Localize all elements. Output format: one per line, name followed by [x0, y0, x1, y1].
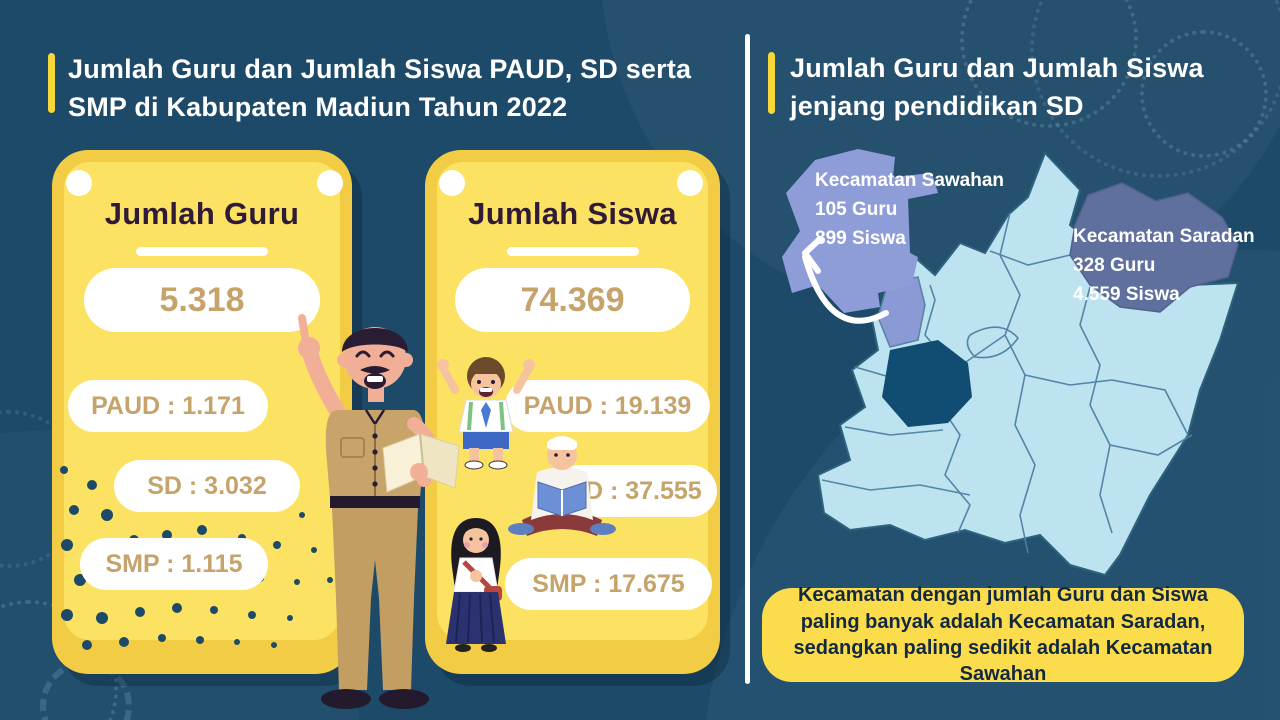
siswa-card: Jumlah Siswa 74.369 PAUD : 19.139 SD : 3… [425, 150, 720, 674]
card-hole [439, 170, 465, 196]
siswa-smp-pill: SMP : 17.675 [505, 558, 712, 610]
guru-paud-pill: PAUD : 1.171 [68, 380, 268, 432]
guru-card: Jumlah Guru 5.318 PAUD : 1.171 SD : 3 [52, 150, 352, 674]
sawahan-map-label: Kecamatan Sawahan 105 Guru 899 Siswa [815, 166, 1004, 253]
sawahan-siswa: 899 Siswa [815, 228, 906, 249]
guru-sd-pill: SD : 3.032 [114, 460, 300, 512]
conclusion-text: Kecamatan dengan jumlah Guru dan Siswa p… [793, 584, 1213, 686]
saradan-siswa: 4.559 Siswa [1073, 284, 1180, 305]
guru-card-heading: Jumlah Guru [104, 196, 300, 231]
panel-divider [745, 34, 750, 684]
card-hole [317, 170, 343, 196]
sawahan-name: Kecamatan Sawahan [815, 170, 1005, 191]
title-accent-bar [768, 52, 775, 114]
siswa-paud-pill: PAUD : 19.139 [505, 380, 710, 432]
card-hole [66, 170, 92, 196]
guru-smp-pill: SMP : 1.115 [80, 538, 268, 590]
sawahan-guru: 105 Guru [815, 199, 898, 220]
siswa-total-pill: 74.369 [455, 268, 690, 332]
siswa-card-heading: Jumlah Siswa [468, 196, 677, 231]
heading-underline [506, 247, 639, 256]
heading-underline [136, 247, 268, 256]
conclusion-box: Kecamatan dengan jumlah Guru dan Siswa p… [762, 584, 1244, 685]
right-panel-title: Jumlah Guru dan Jumlah Siswa jenjang pen… [790, 53, 1204, 121]
siswa-sd-pill: SD : 37.555 [553, 465, 717, 517]
left-panel-title: Jumlah Guru dan Jumlah Siswa PAUD, SD se… [68, 54, 692, 122]
card-hole [677, 170, 703, 196]
guru-total-pill: 5.318 [84, 268, 320, 332]
title-accent-bar [48, 53, 55, 113]
saradan-map-label: Kecamatan Saradan 328 Guru 4.559 Siswa [1073, 222, 1255, 309]
saradan-guru: 328 Guru [1073, 255, 1156, 276]
saradan-name: Kecamatan Saradan [1073, 226, 1255, 247]
